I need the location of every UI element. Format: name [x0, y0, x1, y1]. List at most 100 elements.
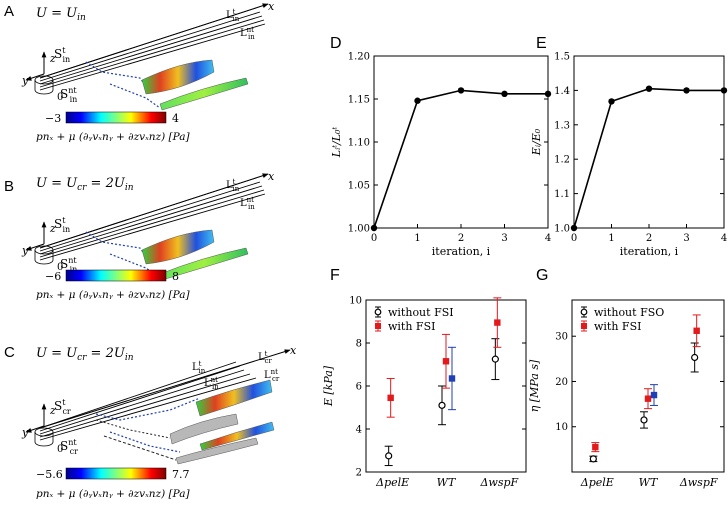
cbar-caption: pnₓ + μ (∂ᵧvₓnᵧ + ∂zvₓnz) [Pa]: [36, 131, 190, 143]
tube-surface-2: [199, 421, 275, 451]
series-line: [373, 89, 548, 229]
panel-letter-d: D: [330, 35, 342, 52]
y-tick-label: 10: [349, 296, 362, 307]
colorbar: [65, 467, 167, 480]
panel-letter: A: [4, 3, 14, 20]
plot-frame-d: [373, 55, 549, 229]
tube-surface: [141, 229, 215, 265]
colorbar: [65, 269, 167, 282]
x-category-label: WT: [639, 476, 659, 489]
coord-axes: z y 0: [21, 51, 63, 103]
y-axis-label: η [MPa s]: [528, 359, 541, 412]
legend-label: without FSI: [388, 306, 454, 319]
svg-text:y: y: [21, 244, 29, 257]
x-axis-label: x: [268, 0, 275, 13]
data-point: [645, 85, 653, 92]
line-nt-cr-label: Lnt cr: [264, 368, 280, 383]
data-point: [683, 87, 690, 94]
data-point: [608, 98, 615, 105]
dotted-trace-blue: [95, 397, 201, 421]
svg-text:y: y: [21, 74, 29, 87]
panel-letter: C: [4, 344, 15, 361]
y-axis-label: Eᵢ/E₀: [530, 128, 543, 156]
data-point: [387, 394, 394, 402]
x-tick-label: 3: [501, 233, 507, 244]
legend-label: with FSI: [388, 320, 435, 333]
label-bottom: Snt in: [60, 86, 77, 104]
cbar-caption: pnₓ + μ (∂ᵧvₓnᵧ + ∂zvₓnz) [Pa]: [36, 289, 190, 301]
equation: U = Ucr = 2Uin: [36, 176, 134, 193]
svg-text:y: y: [21, 426, 29, 439]
x-category-label: WT: [437, 476, 457, 489]
data-point: [457, 87, 465, 94]
data-point: [370, 224, 378, 232]
x-category-label: ΔpelE: [580, 476, 614, 489]
y-tick-label: 1.10: [348, 138, 370, 149]
data-point: [693, 327, 700, 334]
equation: U = Ucr = 2Uin: [36, 346, 134, 363]
y-tick-label: 6: [356, 382, 362, 393]
x-tick-label: 0: [571, 233, 577, 244]
label-top: St cr: [54, 398, 71, 416]
data-point: [589, 455, 597, 463]
panel-a: A U = Uin x Lt in Lnt in St in Snt in: [4, 0, 275, 143]
y-tick-label: 1.2: [554, 155, 570, 166]
y-tick-label: 1.15: [348, 95, 370, 106]
dotted-trace-2: [109, 83, 161, 109]
cbar-max: 7.7: [172, 468, 190, 481]
y-tick-label: 1.4: [554, 86, 570, 97]
data-point: [448, 375, 456, 382]
tube-reference-2: [175, 437, 259, 465]
legend-marker: [375, 323, 381, 329]
panel-c: C U = Ucr = 2Uin x Lt in Lnt in Lt cr Lnt cr…: [4, 344, 297, 500]
data-point: [491, 355, 499, 363]
line-t-cr-label: Lt cr: [258, 350, 272, 365]
x-category-label: ΔpelE: [375, 476, 409, 489]
x-axis-arrow: [39, 173, 269, 249]
y-tick-label: 30: [555, 332, 568, 343]
dotted-trace-black: [95, 419, 171, 439]
coord-axes: z y 0: [21, 221, 63, 273]
legend-marker: [580, 308, 588, 316]
x-category-label: ΔwspF: [479, 476, 518, 489]
cbar-caption: pnₓ + μ (∂ᵧvₓnᵧ + ∂zvₓnz) [Pa]: [36, 488, 190, 500]
svg-text:0: 0: [57, 92, 63, 103]
panel-letter: B: [4, 178, 14, 195]
data-point: [385, 452, 393, 460]
svg-text:z: z: [49, 52, 56, 65]
x-axis-label: iteration, i: [432, 245, 491, 258]
legend-marker: [581, 323, 587, 329]
panel-letter-g: G: [536, 267, 548, 284]
svg-text:z: z: [49, 222, 56, 235]
x-tick-label: 1: [414, 233, 420, 244]
x-axis-label: iteration, i: [620, 245, 679, 258]
label-bottom: Snt in: [60, 256, 77, 274]
x-axis-label: x: [290, 344, 297, 357]
data-point: [494, 319, 501, 326]
data-point: [414, 97, 421, 104]
x-tick-label: 4: [545, 233, 551, 244]
panel-letter-f: F: [330, 267, 340, 284]
cbar-min: −6: [45, 270, 61, 283]
y-tick-label: 1.1: [554, 189, 570, 200]
data-point: [691, 353, 699, 362]
legend-label: with FSI: [594, 320, 641, 333]
y-tick-label: 1.20: [348, 52, 370, 63]
tube-surface-2: [159, 77, 249, 111]
x-category-label: ΔwspF: [679, 476, 718, 489]
cbar-min: −3: [45, 112, 61, 125]
y-tick-label: 1.0: [554, 224, 570, 235]
panel-letter-e: E: [536, 35, 547, 52]
svg-text:z: z: [49, 404, 56, 417]
colorbar: [65, 111, 167, 124]
series-line: [573, 87, 724, 229]
dashed-trace-black: [103, 435, 177, 461]
data-point: [438, 401, 446, 409]
svg-text:0: 0: [57, 262, 63, 273]
tube-surface: [141, 59, 215, 95]
cbar-max: 4: [172, 112, 179, 125]
tube-reference: [169, 413, 239, 445]
x-tick-label: 4: [721, 233, 727, 244]
data-point: [650, 391, 658, 399]
